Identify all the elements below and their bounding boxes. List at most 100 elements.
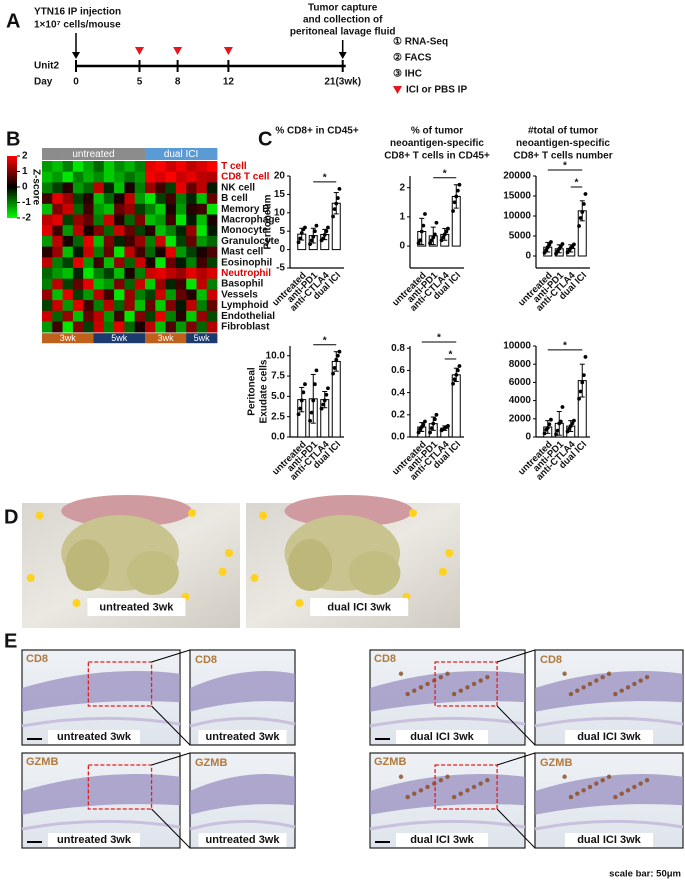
data-point: [580, 210, 585, 214]
heatmap-cell: [103, 182, 115, 194]
y-tick-label: -5: [276, 263, 285, 274]
y-tick-label: 1: [399, 212, 405, 223]
heatmap-cell: [103, 214, 115, 226]
data-point: [455, 368, 460, 373]
heatmap-cell: [186, 310, 197, 322]
heatmap-cell: [206, 225, 218, 237]
image-label: dual ICI 3wk: [577, 834, 641, 846]
heatmap-cell: [134, 214, 146, 226]
heatmap-cell: [72, 300, 84, 312]
image-label: dual ICI 3wk: [410, 731, 474, 743]
stain-dot: [478, 678, 483, 683]
row-label: NK cell: [221, 182, 255, 193]
stain-dot: [458, 791, 463, 796]
colorbar-label: Z-score: [30, 169, 41, 206]
data-point: [544, 248, 549, 252]
stain-dot: [638, 678, 643, 683]
tissue-band: [535, 671, 683, 712]
heatmap-cell: [93, 268, 105, 279]
heatmap-cell: [165, 171, 177, 183]
ici-marker: [135, 47, 144, 55]
data-point: [581, 202, 586, 206]
heatmap-cell: [52, 321, 63, 333]
day-tick-label: 8: [175, 77, 181, 88]
heatmap-cell: [62, 225, 74, 237]
stain-dot: [606, 774, 612, 779]
data-point: [418, 238, 423, 243]
data-point: [303, 382, 307, 387]
heatmap-cell: [114, 268, 125, 279]
heatmap-cell: [175, 214, 187, 226]
heatmap-cell: [186, 193, 197, 205]
heatmap-cell: [42, 171, 53, 183]
colorbar-tick-label: 2: [22, 151, 28, 162]
heatmap-cell: [175, 257, 187, 269]
stain-dot: [412, 688, 417, 693]
heatmap-cell: [155, 289, 166, 301]
y-tick-label: 5: [279, 226, 285, 237]
heatmap-cell: [124, 193, 135, 205]
stain-dot: [587, 784, 593, 790]
heatmap-cell: [72, 161, 84, 172]
heatmap-cell: [134, 289, 146, 301]
heatmap-cell: [155, 278, 166, 290]
data-point: [442, 232, 447, 237]
heatmap-cell: [175, 161, 187, 172]
heatmap-cell: [165, 203, 177, 215]
row-label: Granulocyte: [221, 236, 280, 247]
photo-label: untreated 3wk: [99, 601, 174, 613]
heatmap-cell: [175, 278, 187, 290]
heatmap-cell: [83, 268, 94, 279]
data-point: [319, 406, 324, 411]
heatmap-cell: [72, 235, 84, 247]
heatmap-cell: [186, 161, 197, 172]
time-cell: [206, 333, 218, 344]
heatmap-cell: [72, 289, 84, 301]
zoom-connector: [496, 752, 536, 766]
data-point: [431, 421, 436, 426]
y-tick-label: 20: [274, 171, 286, 182]
data-point: [444, 229, 449, 234]
heatmap-cell: [165, 193, 177, 205]
day-tick-label: 12: [223, 77, 235, 88]
heatmap-cell: [155, 268, 166, 279]
heatmap-cell: [42, 300, 53, 312]
heatmap-cell: [72, 257, 84, 269]
tissue-band: [370, 774, 525, 815]
time-cell: [186, 333, 197, 344]
data-point: [578, 389, 583, 394]
chart-title: #total of tumor: [528, 126, 598, 137]
heatmap-cell: [134, 257, 146, 269]
y-tick-label: 0: [525, 251, 531, 262]
heatmap-cell: [62, 171, 74, 183]
tissue: [126, 551, 179, 595]
data-point: [455, 188, 460, 193]
tissue-fiber: [21, 716, 181, 728]
heatmap-cell: [114, 214, 125, 226]
label-box: [565, 730, 653, 744]
label-box: [48, 833, 140, 847]
heatmap-cell: [83, 171, 94, 183]
heatmap-cell: [186, 203, 197, 215]
heatmap-cell: [62, 321, 74, 333]
tissue-fiber: [369, 716, 526, 728]
endpoint-text: Tumor capture: [308, 3, 378, 14]
heatmap-cell: [93, 182, 105, 194]
heatmap-cell: [93, 214, 105, 226]
heatmap-cell: [186, 321, 197, 333]
data-point: [545, 426, 550, 430]
heatmap-cell: [114, 310, 125, 322]
heatmap-cell: [83, 246, 94, 258]
heatmap-cell: [196, 182, 208, 194]
stain-dot: [594, 678, 599, 683]
heatmap-cell: [186, 235, 197, 247]
chart-title: CD8+ T cells number: [513, 151, 612, 162]
data-point: [549, 240, 553, 244]
heatmap-cell: [42, 289, 53, 301]
heatmap-cell: [155, 214, 166, 226]
label-box: [198, 833, 287, 847]
heatmap-cell: [175, 321, 187, 333]
heatmap-cell: [165, 289, 177, 301]
heatmap-cell: [145, 310, 156, 322]
zoom-connector: [496, 808, 536, 849]
